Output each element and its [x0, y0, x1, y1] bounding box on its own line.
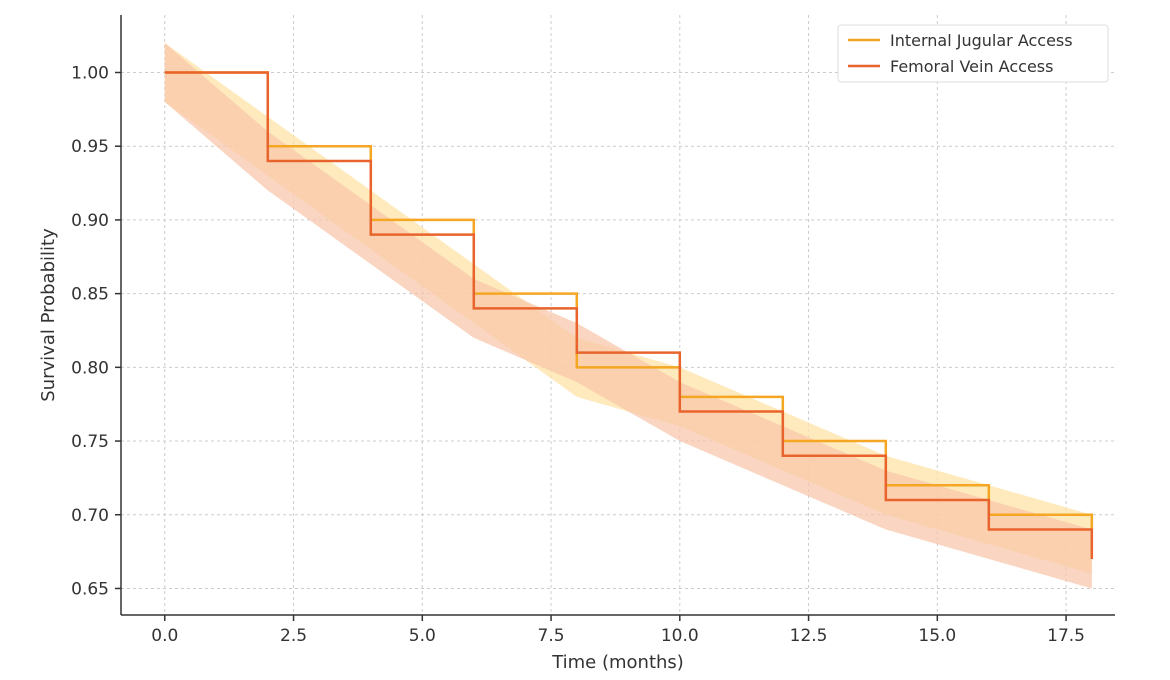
x-tick-label: 12.5 [790, 626, 828, 646]
x-tick-label: 17.5 [1047, 626, 1085, 646]
legend: Internal Jugular Access Femoral Vein Acce… [837, 24, 1109, 83]
y-tick-label: 0.95 [71, 137, 109, 157]
y-tick-label: 0.90 [71, 211, 109, 231]
survival-line-internal-jugular [164, 71, 1094, 530]
confidence-band-femoral-vein [164, 43, 1092, 589]
legend-box [837, 24, 1109, 83]
y-tick-label: 0.70 [71, 506, 109, 526]
y-tick-label: 0.75 [71, 432, 109, 452]
x-tick-label: 7.5 [538, 626, 565, 646]
y-tick-label: 1.00 [71, 63, 109, 83]
series-lines [164, 71, 1094, 559]
survival-line-femoral-vein [164, 71, 1094, 559]
x-tick-label: 5.0 [409, 626, 436, 646]
axes: 0.0 2.5 5.0 7.5 10.0 12.5 15.0 17.5 0.65 0.70 0.75… [71, 15, 1115, 646]
y-tick-label: 0.80 [71, 358, 109, 378]
x-tick-label: 0.0 [151, 626, 178, 646]
y-tick-label: 0.85 [71, 285, 109, 305]
x-axis-label: Time (months) [551, 652, 684, 673]
y-axis-label: Survival Probability [38, 228, 59, 402]
x-tick-label: 10.0 [661, 626, 699, 646]
x-tick-label: 2.5 [280, 626, 307, 646]
confidence-bands [164, 43, 1092, 589]
y-tick-label: 0.65 [71, 579, 109, 599]
legend-label: Internal Jugular Access [890, 31, 1073, 50]
legend-label: Femoral Vein Access [890, 57, 1053, 76]
x-tick-label: 15.0 [918, 626, 956, 646]
